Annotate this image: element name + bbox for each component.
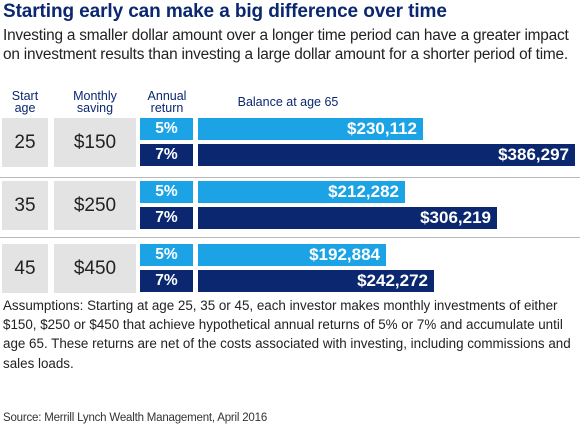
start-age-cell: 45: [2, 244, 48, 293]
annual-return-label: 7%: [140, 270, 193, 292]
header-annual-return-line1: Annual: [147, 89, 187, 103]
annual-return-label: 5%: [140, 244, 193, 266]
monthly-saving-cell: $150: [54, 118, 136, 167]
header-annual-return-line2: return: [150, 101, 184, 115]
header-start-age-line2: age: [14, 101, 36, 115]
header-balance: Balance at age 65: [237, 95, 339, 109]
balance-bar: [198, 118, 423, 140]
divider-middle: [0, 237, 580, 238]
balance-bar: [198, 207, 497, 229]
chart-title: Starting early can make a big difference…: [3, 1, 447, 22]
header-annual-return: Annual return: [140, 89, 194, 115]
balance-value-label: $386,297: [498, 145, 569, 164]
assumptions-note: Assumptions: Starting at age 25, 35 or 4…: [3, 298, 571, 371]
chart-subtitle: Investing a smaller dollar amount over a…: [3, 27, 569, 63]
divider-top: [0, 177, 580, 178]
balance-bar: [198, 244, 386, 266]
header-monthly-saving-line2: saving: [76, 101, 114, 115]
balance-bar: [198, 270, 434, 292]
source-note: Source: Merrill Lynch Wealth Management,…: [3, 412, 268, 424]
annual-return-label: 5%: [140, 118, 193, 140]
balance-bar: [198, 144, 575, 166]
header-monthly-saving: Monthly saving: [54, 89, 136, 115]
start-age-cell: 25: [2, 118, 48, 167]
annual-return-label: 7%: [140, 144, 193, 166]
balance-value-label: $192,884: [309, 245, 380, 264]
monthly-saving-cell: $250: [54, 181, 136, 230]
header-start-age: Start age: [2, 89, 48, 115]
balance-value-label: $212,282: [328, 182, 399, 201]
header-start-age-line1: Start: [11, 89, 39, 103]
annual-return-label: 7%: [140, 207, 193, 229]
balance-value-label: $230,112: [347, 119, 417, 138]
balance-bar: [198, 181, 405, 203]
annual-return-label: 5%: [140, 181, 193, 203]
start-age-cell: 35: [2, 181, 48, 230]
balance-value-label: $242,272: [357, 271, 428, 290]
header-monthly-saving-line1: Monthly: [73, 89, 117, 103]
balance-value-label: $306,219: [420, 208, 491, 227]
monthly-saving-cell: $450: [54, 244, 136, 293]
